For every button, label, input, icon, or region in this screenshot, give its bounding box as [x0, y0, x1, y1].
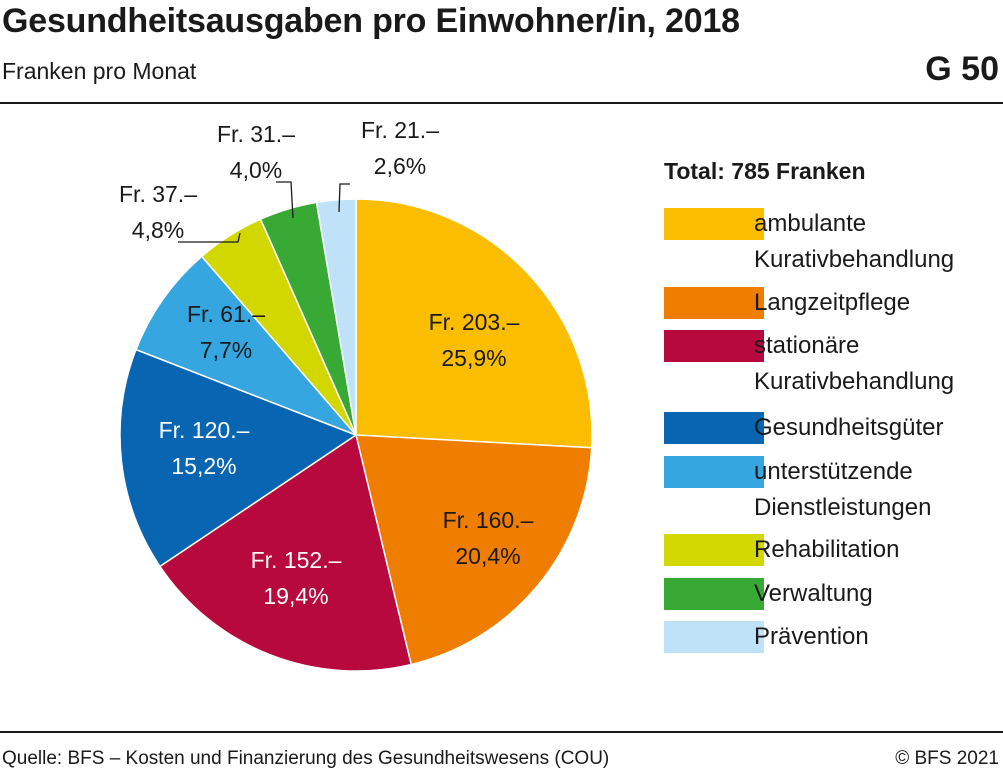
percent-label-praevention: 2,6%	[374, 153, 426, 179]
leader-line-rehabilitation	[178, 232, 241, 243]
legend-swatch	[664, 456, 764, 488]
chart-id: G 50	[925, 50, 999, 88]
value-label-langzeitpflege: Fr. 160.–	[443, 507, 534, 533]
legend-item-ambulante-kurativbehandlung: ambulante Kurativbehandlung	[664, 208, 994, 273]
percent-label-langzeitpflege: 20,4%	[455, 543, 520, 569]
pie-slice-gesundheitsgueter	[119, 348, 358, 568]
legend-swatch	[664, 208, 764, 240]
legend-title: Total: 785 Franken	[664, 158, 866, 184]
legend-item-praevention: Prävention	[664, 621, 994, 681]
legend-label: unterstützende Dienstleistungen	[754, 458, 932, 521]
legend-item-rehabilitation: Rehabilitation	[664, 534, 994, 594]
copyright-note: © BFS 2021	[895, 748, 999, 769]
source-note: Quelle: BFS – Kosten und Finanzierung de…	[2, 748, 610, 769]
legend-item-langzeitpflege: Langzeitpflege	[664, 287, 994, 347]
value-label-verwaltung: Fr. 31.–	[217, 121, 295, 147]
legend-swatch	[664, 330, 764, 362]
percent-label-stationaere-kurativbehandlung: 19,4%	[263, 583, 328, 609]
legend-item-stationaere-kurativbehandlung: stationäre Kurativbehandlung	[664, 330, 994, 395]
pie-slice-praevention	[315, 198, 357, 436]
percent-label-ambulante-kurativbehandlung: 25,9%	[441, 345, 506, 371]
legend-label: Rehabilitation	[754, 536, 900, 563]
pie-chart: Fr. 203.– 25,9% Fr. 160.– 20,4% Fr. 152.– 19,…	[119, 117, 593, 672]
value-label-gesundheitsgueter: Fr. 120.–	[159, 417, 250, 443]
footer-divider	[0, 731, 1003, 733]
value-label-praevention: Fr. 21.–	[361, 117, 439, 143]
value-label-stationaere-kurativbehandlung: Fr. 152.–	[251, 547, 342, 573]
percent-label-unterstuetzende-dienstleistungen: 7,7%	[200, 337, 252, 363]
legend-label: Prävention	[754, 623, 869, 650]
legend-label: Langzeitpflege	[754, 289, 911, 316]
legend-label: Gesundheitsgüter	[754, 414, 944, 441]
value-label-unterstuetzende-dienstleistungen: Fr. 61.–	[187, 301, 265, 327]
pie-slice-stationaere-kurativbehandlung	[158, 433, 413, 672]
leader-line-praevention	[338, 183, 350, 213]
legend-swatch	[664, 621, 764, 653]
legend-label: stationäre Kurativbehandlung	[754, 332, 955, 395]
legend-label: ambulante Kurativbehandlung	[754, 210, 955, 273]
legend-swatch	[664, 412, 764, 444]
percent-label-gesundheitsgueter: 15,2%	[171, 453, 236, 479]
legend-item-gesundheitsgueter: Gesundheitsgüter	[664, 412, 994, 472]
pie-slice-unterstuetzende-dienstleistungen	[135, 255, 357, 436]
percent-label-verwaltung: 4,0%	[230, 157, 282, 183]
header-divider	[0, 102, 1003, 104]
value-label-rehabilitation: Fr. 37.–	[119, 181, 197, 207]
percent-label-rehabilitation: 4,8%	[132, 217, 184, 243]
legend-swatch	[664, 534, 764, 566]
pie-slice-langzeitpflege	[355, 434, 593, 666]
leader-line-verwaltung	[276, 181, 294, 219]
chart-subtitle: Franken pro Monat	[2, 58, 197, 84]
legend-swatch	[664, 578, 764, 610]
legend-label: Verwaltung	[754, 580, 873, 607]
legend-item-unterstuetzende-dienstleistungen: unterstützende Dienstleistungen	[664, 456, 994, 521]
value-label-ambulante-kurativbehandlung: Fr. 203.–	[429, 309, 520, 335]
legend-swatch	[664, 287, 764, 319]
chart-title: Gesundheitsausgaben pro Einwohner/in, 20…	[2, 2, 740, 40]
pie-slice-ambulante-kurativbehandlung	[355, 198, 593, 449]
legend-item-verwaltung: Verwaltung	[664, 578, 994, 638]
